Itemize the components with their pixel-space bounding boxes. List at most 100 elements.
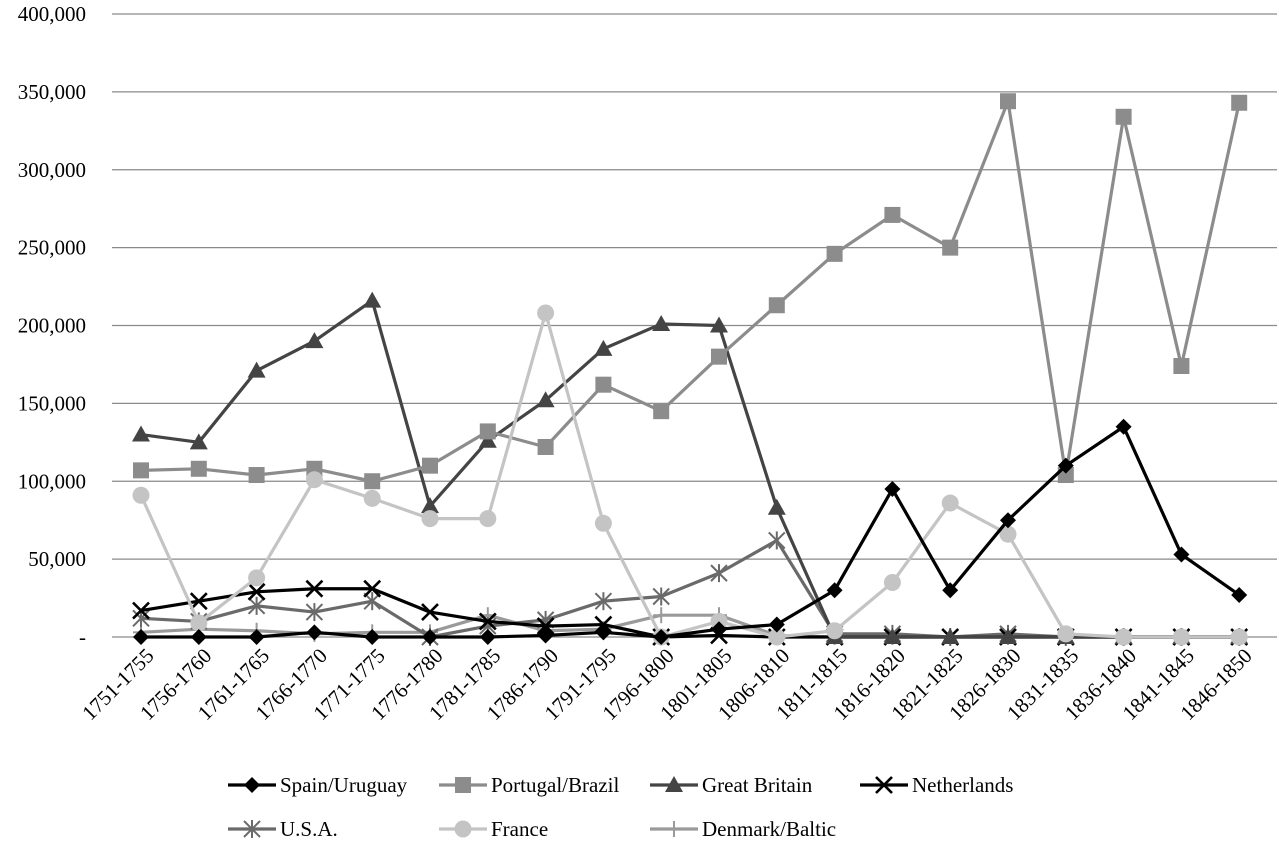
data-point bbox=[1231, 94, 1248, 111]
data-point bbox=[455, 777, 471, 793]
data-point bbox=[1173, 357, 1190, 374]
data-point bbox=[364, 629, 381, 645]
x-axis-tick-labels: 1751-17551756-17601761-17651766-17701771… bbox=[77, 644, 1257, 725]
data-point bbox=[666, 821, 682, 837]
y-axis-tick-labels: - 50,000 100,000 150,000 200,000 250,000 300,0… bbox=[18, 2, 86, 649]
data-point bbox=[248, 467, 265, 484]
data-point bbox=[594, 514, 612, 532]
data-point bbox=[942, 239, 959, 256]
legend-label: U.S.A. bbox=[280, 817, 338, 841]
data-point bbox=[132, 486, 150, 504]
legend-item: Netherlands bbox=[860, 773, 1013, 797]
data-point bbox=[1057, 625, 1075, 643]
series-line bbox=[140, 298, 1240, 639]
data-point bbox=[454, 820, 472, 838]
series-portugal-brazil bbox=[133, 93, 1248, 490]
data-point bbox=[363, 489, 381, 507]
series-lines bbox=[132, 93, 1249, 646]
data-point bbox=[999, 525, 1017, 543]
data-point bbox=[363, 291, 382, 308]
data-point bbox=[1000, 512, 1016, 529]
y-tick-label: 400,000 bbox=[18, 2, 86, 26]
data-point bbox=[1115, 628, 1133, 646]
legend-label: France bbox=[491, 817, 548, 841]
y-tick-label: 300,000 bbox=[18, 158, 86, 182]
data-point bbox=[999, 628, 1017, 644]
series-line bbox=[141, 425, 1241, 639]
legend: Spain/Uruguay Portugal/Brazil Great Britai… bbox=[228, 773, 1013, 841]
data-point bbox=[422, 629, 438, 645]
data-point bbox=[1172, 628, 1190, 646]
y-tick-label: 250,000 bbox=[18, 236, 86, 260]
y-tick-label: 150,000 bbox=[18, 391, 86, 415]
data-point bbox=[305, 579, 324, 598]
data-point bbox=[422, 457, 438, 474]
data-point bbox=[479, 423, 496, 440]
data-point bbox=[364, 473, 381, 490]
data-point-stroke bbox=[132, 601, 150, 620]
data-point bbox=[479, 629, 496, 645]
legend-label: Denmark/Baltic bbox=[702, 817, 836, 841]
data-point bbox=[1000, 93, 1016, 110]
data-point bbox=[132, 425, 150, 442]
data-point bbox=[767, 498, 786, 515]
data-point bbox=[133, 462, 149, 479]
data-point bbox=[247, 596, 266, 615]
data-point bbox=[1173, 546, 1190, 563]
data-point bbox=[665, 776, 683, 792]
data-point bbox=[537, 627, 554, 644]
data-point bbox=[941, 628, 960, 644]
series-great-britain bbox=[132, 291, 1249, 644]
data-point bbox=[768, 628, 786, 646]
data-point bbox=[363, 579, 382, 598]
data-point bbox=[875, 776, 893, 794]
data-point bbox=[478, 612, 497, 631]
legend-item: Great Britain bbox=[650, 773, 813, 797]
legend-item: France bbox=[439, 817, 548, 841]
data-point-stroke bbox=[875, 776, 893, 794]
data-point bbox=[421, 603, 439, 621]
data-point bbox=[595, 376, 612, 393]
data-point-stroke bbox=[421, 603, 439, 621]
data-point bbox=[248, 569, 266, 587]
data-point bbox=[189, 592, 208, 611]
data-point bbox=[247, 582, 266, 601]
data-point bbox=[248, 629, 265, 645]
data-point bbox=[190, 460, 207, 477]
y-tick-label: 50,000 bbox=[28, 547, 86, 571]
data-point bbox=[768, 616, 785, 633]
data-point bbox=[305, 332, 324, 349]
data-point bbox=[595, 624, 612, 641]
data-point-stroke bbox=[536, 617, 555, 636]
data-point bbox=[826, 582, 843, 599]
data-point bbox=[653, 629, 670, 645]
y-tick-label: 350,000 bbox=[18, 80, 86, 104]
data-point bbox=[421, 510, 439, 528]
y-tick-label: 200,000 bbox=[18, 314, 86, 338]
data-point bbox=[478, 431, 497, 448]
data-point bbox=[826, 245, 843, 262]
data-point bbox=[653, 403, 670, 420]
data-point bbox=[1230, 628, 1248, 646]
data-point bbox=[653, 607, 670, 624]
data-point-stroke bbox=[305, 579, 324, 598]
data-point bbox=[421, 497, 439, 514]
data-point bbox=[479, 510, 497, 528]
data-point bbox=[190, 629, 207, 645]
legend-label: Netherlands bbox=[912, 773, 1013, 797]
data-point bbox=[652, 587, 670, 606]
data-point-stroke bbox=[189, 592, 208, 611]
legend-item: Portugal/Brazil bbox=[439, 773, 619, 797]
data-point bbox=[305, 603, 324, 622]
data-point bbox=[942, 582, 959, 599]
data-point bbox=[883, 628, 902, 644]
data-point bbox=[710, 316, 728, 333]
data-point bbox=[536, 391, 555, 408]
data-point-stroke bbox=[247, 582, 266, 601]
legend-item: Denmark/Baltic bbox=[650, 817, 836, 841]
data-point bbox=[189, 433, 208, 450]
data-point bbox=[1057, 457, 1074, 474]
data-point bbox=[594, 592, 613, 611]
data-point bbox=[536, 617, 555, 636]
data-point bbox=[1231, 586, 1248, 603]
